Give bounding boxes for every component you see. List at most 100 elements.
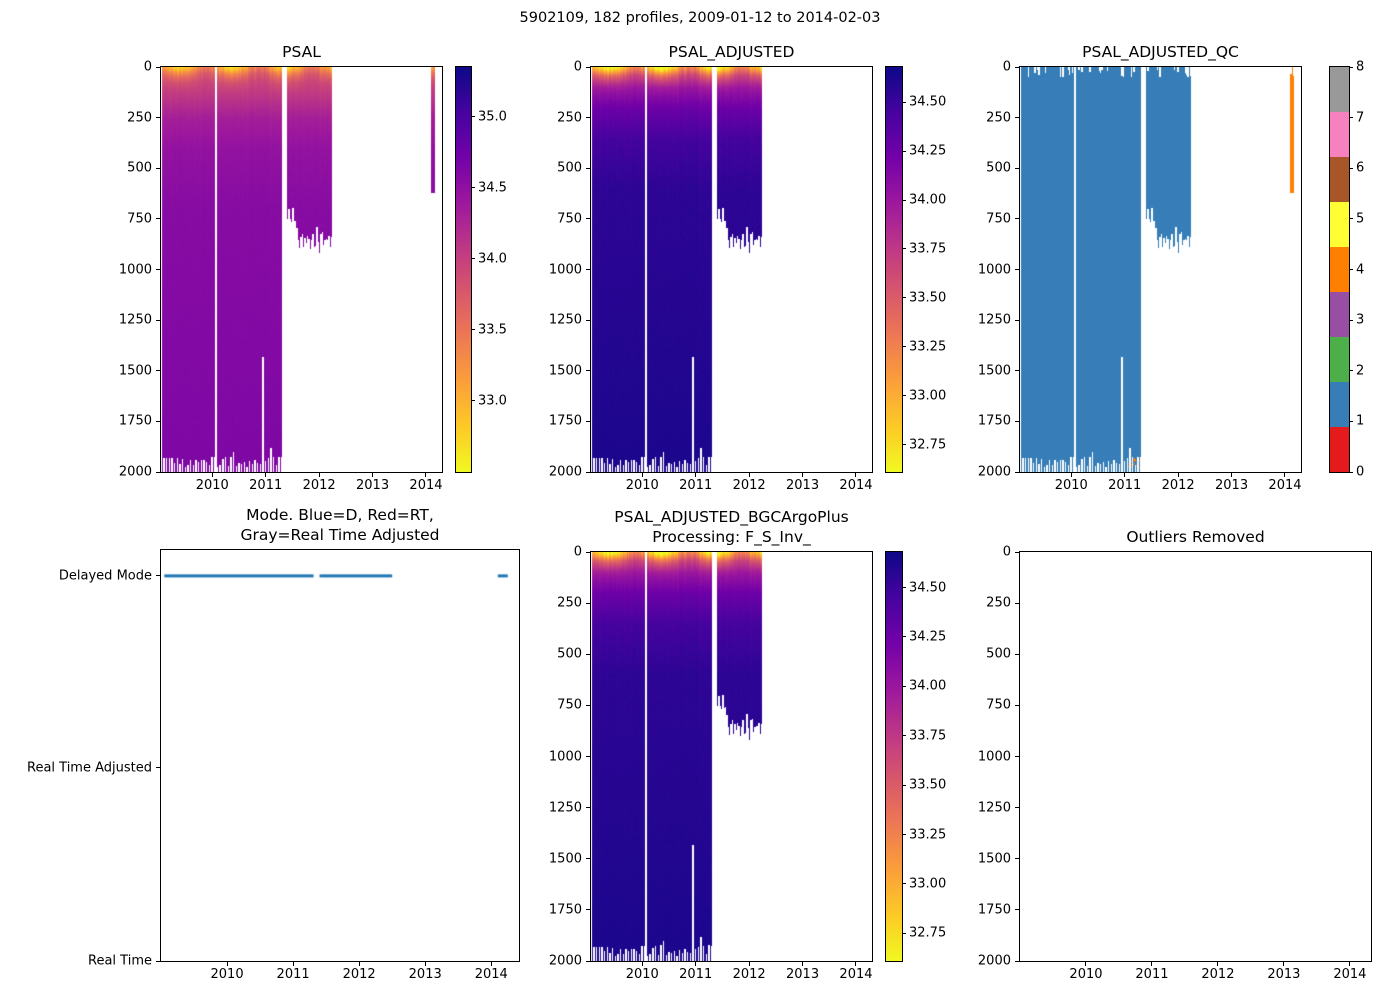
colorbar-tick-label: 34.25 <box>909 629 947 645</box>
y-tick-mark <box>586 319 590 321</box>
psal-heatmap <box>161 67 442 472</box>
colorbar-segment-flag-2 <box>1330 337 1349 382</box>
y-tick-label: 1250 <box>118 312 152 328</box>
x-tick-mark <box>1085 962 1087 966</box>
y-tick-mark <box>1015 704 1019 706</box>
y-tick-label: 250 <box>986 110 1011 126</box>
colorbar-tick-mark <box>902 883 906 885</box>
y-tick-label: 250 <box>127 110 152 126</box>
y-tick-mark <box>586 960 590 962</box>
x-tick-label: 2014 <box>1268 478 1302 493</box>
figure-title: 5902109, 182 profiles, 2009-01-12 to 201… <box>519 10 881 26</box>
y-tick-label: 2000 <box>977 953 1011 969</box>
x-tick-mark <box>1177 473 1179 477</box>
y-tick-mark <box>1015 756 1019 757</box>
y-tick-label: 1000 <box>548 262 582 277</box>
colorbar-tick-mark <box>1349 167 1353 169</box>
y-tick-label: 0 <box>573 544 582 560</box>
colorbar-tick-mark <box>902 834 906 836</box>
psal-colorbar: 35.0 34.5 34.0 33.5 33.0 <box>455 66 507 473</box>
x-tick-mark <box>1070 473 1072 477</box>
y-tick-label: 250 <box>557 595 582 611</box>
x-tick-label: 2011 <box>1108 478 1142 493</box>
mode-timeline <box>161 550 519 961</box>
colorbar-tick-label: 33.00 <box>909 388 947 404</box>
colorbar-tick-mark <box>902 346 906 348</box>
psal-adjusted-heatmap <box>591 67 872 472</box>
y-tick-mark <box>156 471 160 473</box>
qc-flag-colorbar: 0 1 2 3 4 5 6 7 8 <box>1329 61 1364 479</box>
subplot-mode: Mode. Blue=D, Red=RT, Gray=Real Time Adj… <box>27 506 520 981</box>
x-tick-mark <box>641 962 643 966</box>
y-tick-label: 1500 <box>977 851 1011 867</box>
x-tick-label: 2010 <box>1054 478 1088 493</box>
x-tick-label: 2012 <box>302 478 336 493</box>
subplot-psal-title: PSAL <box>282 42 321 61</box>
colorbar-segment-flag-3 <box>1330 292 1349 337</box>
colorbar-tick-label: 34.50 <box>909 94 947 110</box>
x-tick-mark <box>1283 962 1285 966</box>
y-tick-label: 1750 <box>118 413 152 429</box>
y-tick-mark <box>586 704 590 706</box>
y-tick-label: 1250 <box>977 312 1011 328</box>
x-tick-label: 2013 <box>408 967 442 982</box>
y-tick-label: 1750 <box>977 413 1011 429</box>
y-tick-mark <box>586 370 590 372</box>
x-tick-label: 2014 <box>839 478 873 493</box>
x-tick-mark <box>748 962 750 966</box>
x-tick-label: 2012 <box>732 967 766 982</box>
x-tick-label: 2013 <box>786 478 820 493</box>
y-tick-mark <box>1015 66 1019 68</box>
y-tick-label: 1750 <box>548 902 582 918</box>
x-tick-mark <box>802 473 804 477</box>
x-tick-label: 2012 <box>342 967 376 982</box>
y-tick-mark <box>156 319 160 321</box>
y-tick-mark <box>156 218 160 220</box>
subplot-psal-adjusted-bgc: PSAL_ADJUSTED_BGCArgoPlus Processing: F_… <box>549 508 873 981</box>
x-tick-mark <box>748 473 750 477</box>
colorbar-tick-label: 34.0 <box>478 251 507 267</box>
colorbar-tick-label: 33.00 <box>909 876 947 892</box>
colorbar-tick-label: 34.50 <box>909 580 947 596</box>
colorbar-tick-label: 33.0 <box>478 393 507 409</box>
colorbar-tick-label: 2 <box>1356 363 1365 379</box>
y-tick-label: 1750 <box>977 902 1011 918</box>
colorbar-tick-label: 1 <box>1356 413 1365 429</box>
x-tick-mark <box>641 473 643 477</box>
x-tick-label: 2010 <box>210 967 244 982</box>
y-tick-mark <box>586 66 590 68</box>
x-tick-label: 2012 <box>732 478 766 493</box>
colorbar-tick-label: 33.75 <box>909 728 947 744</box>
x-tick-mark <box>1231 473 1233 477</box>
colorbar-segment-flag-1 <box>1330 382 1349 427</box>
colorbar-tick-mark <box>902 636 906 638</box>
y-tick-label: 1750 <box>548 413 582 429</box>
x-tick-label: 2010 <box>1069 967 1103 982</box>
colorbar-tick-mark <box>471 329 475 331</box>
y-tick-label: 1500 <box>548 363 582 379</box>
y-tick-label: 500 <box>127 160 152 176</box>
x-tick-label: 2014 <box>474 967 508 982</box>
y-tick-label: 0 <box>143 59 152 75</box>
x-tick-mark <box>265 473 267 477</box>
colorbar-tick-label: 34.5 <box>478 180 507 196</box>
y-tick-mark <box>586 756 590 757</box>
y-tick-label: 1250 <box>548 312 582 328</box>
x-tick-mark <box>318 473 320 477</box>
y-tick-label: 750 <box>986 211 1011 227</box>
colorbar-tick-mark <box>1349 370 1353 372</box>
colorbar-tick-mark <box>902 587 906 589</box>
y-tick-mark <box>586 858 590 860</box>
colorbar-segment-flag-8 <box>1330 67 1349 112</box>
colorbar-segment-flag-5 <box>1330 202 1349 247</box>
subplot-psal-adjusted-title: PSAL_ADJUSTED <box>668 42 795 61</box>
x-tick-label: 2010 <box>625 478 659 493</box>
colorbar-tick-mark <box>902 248 906 250</box>
colorbar-tick-mark <box>1349 319 1353 321</box>
y-tick-label: 1000 <box>118 262 152 277</box>
y-tick-mark <box>1015 653 1019 655</box>
y-tick-mark <box>1015 471 1019 473</box>
y-tick-mark <box>586 117 590 119</box>
x-tick-mark <box>425 473 427 477</box>
